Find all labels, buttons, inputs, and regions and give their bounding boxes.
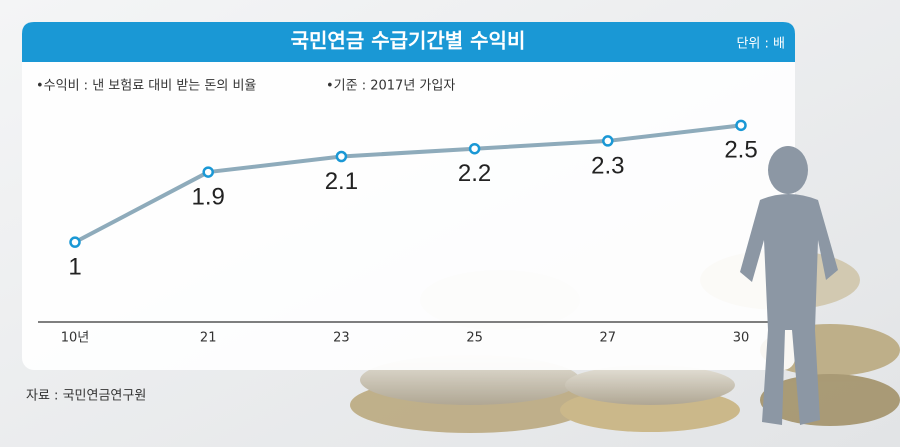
point	[602, 135, 614, 147]
source: 자료 : 국민연금연구원	[26, 389, 146, 404]
line	[74, 123, 742, 244]
note: •수익비 : 낸 보험료 대비 받는 돈의 비율	[36, 79, 256, 94]
x-tick-label: 25	[466, 331, 483, 346]
value-label: 1	[68, 253, 81, 280]
point	[735, 119, 747, 132]
chart-title: 국민연금 수급기간별 수익비	[291, 29, 526, 53]
value-label: 2.5	[724, 137, 757, 164]
x-tick-label: 30	[733, 331, 750, 346]
title-bar	[22, 22, 795, 62]
x-tick-label: 27	[600, 331, 617, 346]
unit-label: 단위 : 배	[736, 37, 785, 52]
value-label: 1.9	[192, 183, 225, 210]
x-tick-label: 23	[333, 331, 350, 346]
x-tick-label: 10년	[61, 331, 90, 346]
figure	[740, 146, 838, 425]
point	[468, 142, 481, 155]
value-label: 2.3	[591, 152, 624, 179]
point	[335, 150, 348, 163]
note: •기준 : 2017년 가입자	[326, 79, 455, 94]
value-label: 2.1	[325, 168, 358, 195]
card	[22, 22, 795, 370]
value-label: 2.2	[458, 160, 491, 187]
point	[202, 166, 214, 178]
x-tick-label: 21	[200, 331, 217, 346]
point	[69, 236, 81, 248]
